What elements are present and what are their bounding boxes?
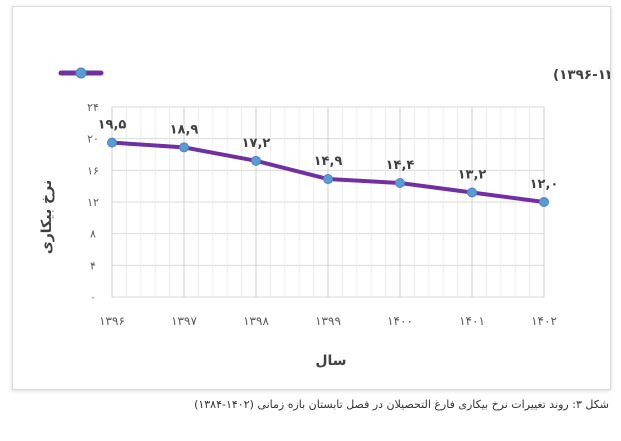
data-point — [395, 178, 405, 188]
data-label: ۱۴,۴ — [386, 158, 415, 173]
gridlines — [111, 106, 545, 298]
x-axis-label: سال — [315, 353, 346, 369]
data-point — [467, 187, 477, 198]
x-tick-label: ۱۴۰۲ — [531, 314, 557, 328]
y-tick-label: ۴ — [90, 259, 96, 272]
data-point — [251, 155, 261, 166]
chart-frame: ۰ ۴ ۸ ۱۲ ۱۶ ۲۰ ۲۴ ۱۳۹۶ ۱۳۹۷ ۱۳۹۸ ۱۳۹۹ ۱۴۰۰ ۱۴۰۱ ۱۴۰۲… — [12, 6, 611, 390]
y-tick-label: ۰ — [90, 291, 96, 304]
legend-marker — [75, 67, 87, 79]
y-tick-label: ۱۲ — [87, 196, 99, 209]
x-tick-label: ۱۳۹۸ — [243, 314, 269, 328]
data-label: ۱۳,۲ — [458, 168, 487, 183]
y-tick-label: ۲۰ — [87, 133, 99, 146]
y-tick-labels: ۰ ۴ ۸ ۱۲ ۱۶ ۲۰ ۲۴ — [87, 101, 99, 304]
line-chart: ۰ ۴ ۸ ۱۲ ۱۶ ۲۰ ۲۴ ۱۳۹۶ ۱۳۹۷ ۱۳۹۸ ۱۳۹۹ ۱۴۰۰ ۱۴۰۱ ۱۴۰۲… — [39, 66, 610, 369]
data-label: ۱۷,۲ — [242, 136, 271, 151]
x-tick-label: ۱۴۰۱ — [459, 314, 485, 328]
x-tick-label: ۱۴۰۰ — [387, 314, 413, 328]
y-tick-label: ۲۴ — [87, 101, 99, 114]
y-tick-label: ۱۶ — [87, 164, 99, 177]
y-axis-label: نرخ بیکاری — [39, 180, 55, 254]
data-label: ۱۸,۹ — [170, 122, 199, 137]
data-point — [539, 197, 549, 207]
series-group — [107, 137, 549, 207]
x-tick-label: ۱۳۹۶ — [99, 314, 125, 328]
chart-title: نرخ بیکاری فارغ التحصیلان آموزش عالی در … — [553, 66, 610, 83]
data-label: ۱۴,۹ — [314, 154, 343, 169]
x-tick-label: ۱۳۹۷ — [171, 314, 197, 328]
data-label: ۱۲,۰ — [530, 177, 559, 192]
data-label: ۱۹,۵ — [98, 118, 127, 133]
data-labels: ۱۹,۵ ۱۸,۹ ۱۷,۲ ۱۴,۹ ۱۴,۴ ۱۳,۲ ۱۲,۰ — [98, 118, 559, 192]
x-tick-labels: ۱۳۹۶ ۱۳۹۷ ۱۳۹۸ ۱۳۹۹ ۱۴۰۰ ۱۴۰۱ ۱۴۰۲ — [99, 314, 557, 328]
y-tick-label: ۸ — [90, 228, 96, 241]
data-point — [179, 142, 189, 153]
figure-caption: شکل ۳: روند تغییرات نرخ بیکاری فارغ التح… — [194, 398, 609, 411]
data-point — [107, 137, 117, 148]
x-tick-label: ۱۳۹۹ — [315, 314, 341, 328]
data-point — [323, 174, 333, 185]
legend — [58, 67, 104, 79]
